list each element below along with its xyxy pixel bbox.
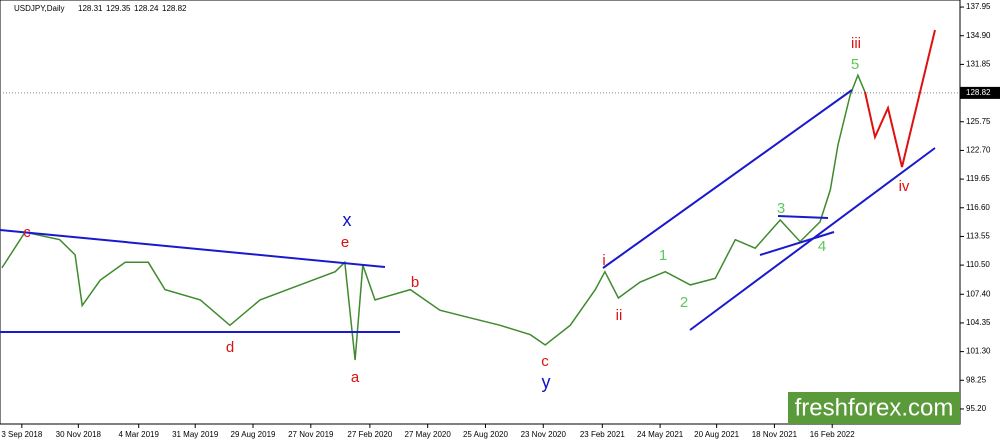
wave-label: iii	[851, 35, 861, 52]
wave-label: iv	[899, 178, 910, 195]
triangle-line	[759, 231, 835, 256]
ohlc-value: 129.35	[106, 4, 131, 13]
chart-title: USDJPY,Daily	[14, 4, 65, 13]
wave-label: x	[343, 210, 352, 230]
triangle-line	[777, 215, 829, 219]
ohlc-value: 128.24	[134, 4, 159, 13]
plot-frame	[0, 0, 961, 425]
x-tick-label: 24 May 2021	[637, 430, 684, 439]
x-tick-label: 4 Mar 2019	[118, 430, 159, 439]
wave-label: e	[341, 234, 349, 251]
y-tick-label: 104.35	[966, 318, 991, 327]
x-tick-label: 25 Aug 2020	[463, 430, 508, 439]
x-tick-label: 18 Nov 2021	[752, 430, 798, 439]
y-tick-label: 110.50	[966, 260, 990, 269]
wave-label: c	[541, 353, 549, 370]
ohlc-value: 128.82	[162, 4, 187, 13]
wave-label: a	[351, 369, 360, 386]
watermark-box	[788, 392, 960, 424]
y-tick-label: 131.85	[966, 60, 991, 69]
wave-label: 3	[777, 200, 785, 217]
x-tick-label: 29 Aug 2019	[231, 430, 276, 439]
trend-line	[0, 229, 386, 268]
y-tick-label: 137.95	[966, 2, 991, 11]
y-tick-label: 134.90	[966, 31, 991, 40]
wave-label: d	[226, 339, 234, 356]
forecast-path	[864, 29, 936, 168]
wave-label: 1	[659, 247, 667, 264]
wave-label: 4	[818, 238, 826, 255]
x-tick-label: 27 May 2020	[405, 430, 452, 439]
channel-line	[602, 89, 853, 269]
x-tick-label: 23 Feb 2021	[580, 430, 625, 439]
x-tick-label: 20 Aug 2021	[694, 430, 739, 439]
last-price-label: 128.82	[966, 88, 991, 97]
x-tick-label: 31 May 2019	[172, 430, 219, 439]
y-tick-label: 113.55	[966, 232, 990, 241]
y-tick-label: 122.70	[966, 146, 991, 155]
x-tick-label: 23 Nov 2020	[521, 430, 567, 439]
y-tick-label: 116.60	[966, 203, 990, 212]
wave-label: i	[602, 252, 605, 269]
wave-label: 2	[680, 294, 688, 311]
x-tick-label: 16 Feb 2022	[810, 430, 855, 439]
wave-label: b	[411, 274, 419, 291]
x-tick-label: 3 Sep 2018	[1, 430, 42, 439]
y-tick-label: 107.40	[966, 289, 991, 298]
y-tick-label: 101.30	[966, 347, 991, 356]
last-price-box	[960, 86, 1000, 99]
x-tick-label: 30 Nov 2018	[56, 430, 102, 439]
x-tick-label: 27 Nov 2019	[288, 430, 334, 439]
y-tick-label: 98.25	[966, 375, 987, 384]
y-tick-label: 95.20	[966, 404, 987, 413]
y-tick-label: 119.65	[966, 174, 990, 183]
watermark: freshforex.com	[795, 394, 954, 421]
y-tick-label: 125.75	[966, 117, 991, 126]
ohlc-value: 128.31	[78, 4, 103, 13]
wave-label: y	[542, 372, 551, 392]
marks-layer	[0, 73, 960, 361]
price-line	[1, 73, 866, 361]
wave-label: c	[23, 224, 31, 241]
x-tick-label: 27 Feb 2020	[347, 430, 392, 439]
wave-label: ii	[616, 307, 623, 324]
wave-label: 5	[851, 56, 859, 73]
